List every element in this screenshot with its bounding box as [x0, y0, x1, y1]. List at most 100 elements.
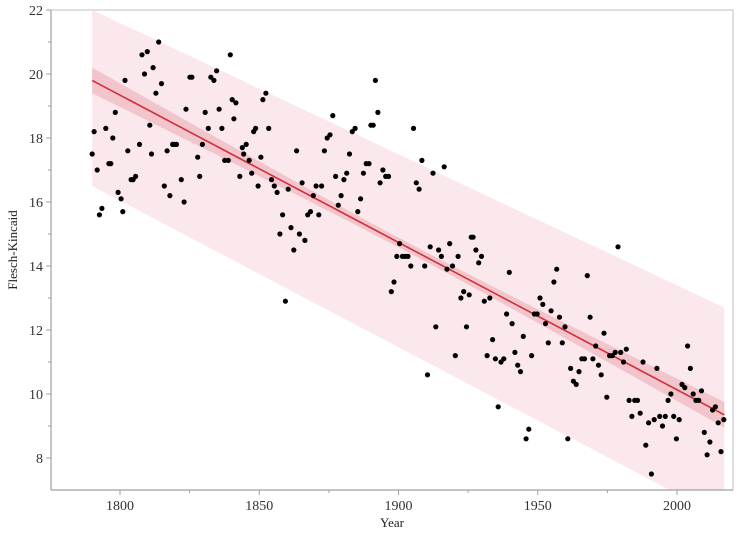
- data-point: [258, 154, 264, 160]
- data-point: [520, 333, 526, 339]
- data-point: [360, 170, 366, 176]
- data-point: [144, 49, 150, 55]
- data-point: [280, 212, 286, 218]
- data-point: [271, 183, 277, 189]
- data-point: [321, 148, 327, 154]
- data-point: [249, 170, 255, 176]
- data-point: [473, 247, 479, 253]
- data-point: [125, 148, 131, 154]
- data-point: [452, 353, 458, 359]
- data-point: [556, 314, 563, 320]
- data-point: [416, 186, 422, 192]
- data-point: [410, 125, 417, 131]
- data-point: [164, 148, 170, 154]
- data-point: [529, 353, 535, 359]
- data-point: [372, 77, 378, 83]
- data-point: [229, 97, 235, 103]
- data-point: [153, 90, 159, 96]
- x-tick-label: 1800: [106, 499, 134, 514]
- data-point: [148, 151, 155, 157]
- data-point: [568, 365, 574, 371]
- data-point: [626, 397, 632, 403]
- data-point: [712, 404, 719, 410]
- data-point: [506, 269, 512, 275]
- data-point: [696, 397, 702, 403]
- data-point: [637, 410, 643, 416]
- data-point: [640, 359, 646, 365]
- data-point: [405, 253, 411, 259]
- data-point: [246, 157, 252, 163]
- data-point: [158, 81, 165, 87]
- data-point: [115, 189, 121, 195]
- data-point: [495, 404, 501, 410]
- data-point: [202, 109, 208, 115]
- data-point: [183, 106, 189, 112]
- data-point: [195, 154, 201, 160]
- data-point: [227, 52, 233, 58]
- data-points: [89, 39, 727, 477]
- axes: 8 10 12 14 16 18 20 22 1800 1850 1900 1950 2000: [29, 4, 734, 514]
- data-point: [654, 365, 660, 371]
- y-tick-label: 14: [29, 260, 43, 275]
- data-point: [704, 452, 710, 458]
- data-point: [449, 263, 456, 269]
- data-point: [237, 173, 243, 179]
- y-tick-label: 16: [29, 196, 43, 211]
- data-point: [523, 436, 529, 442]
- data-point: [593, 343, 599, 349]
- data-point: [327, 132, 333, 138]
- data-point: [199, 141, 205, 147]
- data-point: [430, 170, 436, 176]
- x-tick-label: 1950: [524, 499, 552, 514]
- data-point: [690, 391, 696, 397]
- data-point: [581, 356, 588, 362]
- prediction-band: [92, 10, 725, 490]
- data-point: [490, 337, 496, 343]
- data-point: [501, 356, 507, 362]
- data-point: [274, 189, 280, 195]
- data-point: [150, 65, 156, 71]
- fit-line: [91, 79, 725, 416]
- data-point: [233, 100, 239, 106]
- data-point: [413, 180, 419, 186]
- data-point: [629, 413, 635, 419]
- data-point: [665, 397, 671, 403]
- data-point: [118, 196, 124, 202]
- data-point: [515, 362, 521, 368]
- data-point: [659, 423, 666, 429]
- data-point: [156, 39, 162, 45]
- data-point: [615, 244, 621, 250]
- data-point: [438, 253, 444, 259]
- x-axis-title: Year: [380, 515, 405, 530]
- data-point: [455, 253, 461, 259]
- data-point: [466, 292, 472, 298]
- data-point: [346, 151, 353, 157]
- data-point: [120, 209, 126, 215]
- data-point: [476, 260, 482, 266]
- data-point: [657, 413, 663, 419]
- data-point: [288, 225, 294, 231]
- data-point: [108, 161, 114, 167]
- data-point: [715, 420, 721, 426]
- data-point: [291, 247, 297, 253]
- data-point: [512, 349, 518, 355]
- data-point: [214, 68, 220, 74]
- data-point: [333, 173, 339, 179]
- y-tick-label: 18: [29, 132, 43, 147]
- data-point: [685, 343, 691, 349]
- data-point: [436, 247, 442, 253]
- data-point: [216, 106, 222, 112]
- y-tick-label: 8: [36, 452, 43, 467]
- data-point: [103, 125, 109, 131]
- x-tick-label: 1850: [245, 499, 273, 514]
- data-point: [222, 157, 228, 163]
- data-point: [707, 439, 713, 445]
- data-point: [598, 372, 604, 378]
- data-point: [422, 263, 428, 269]
- y-tick-label: 12: [29, 324, 43, 339]
- data-point: [147, 122, 153, 128]
- data-point: [444, 266, 450, 272]
- data-point: [671, 413, 677, 419]
- data-point: [504, 311, 510, 317]
